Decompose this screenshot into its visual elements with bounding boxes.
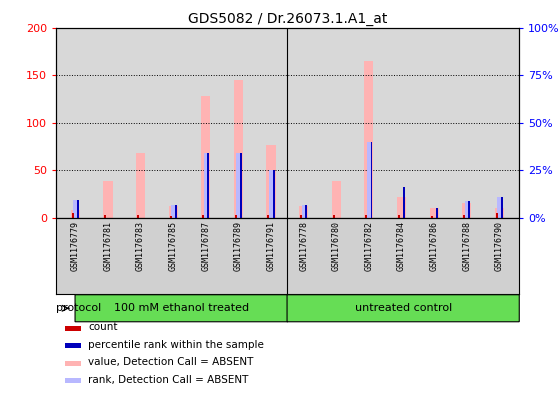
Bar bbox=[430, 208, 439, 218]
Bar bbox=[137, 215, 139, 218]
Text: GSM1176785: GSM1176785 bbox=[169, 221, 177, 271]
Bar bbox=[267, 215, 270, 218]
Bar bbox=[371, 141, 373, 218]
Bar bbox=[333, 215, 335, 218]
Bar bbox=[367, 141, 371, 218]
Bar bbox=[169, 206, 178, 218]
Bar bbox=[269, 170, 273, 218]
Bar bbox=[136, 153, 145, 218]
Bar bbox=[497, 196, 501, 218]
Bar bbox=[171, 205, 175, 218]
Text: GSM1176783: GSM1176783 bbox=[136, 221, 145, 271]
Bar bbox=[397, 196, 406, 218]
Text: GSM1176779: GSM1176779 bbox=[71, 221, 80, 271]
Bar bbox=[305, 205, 307, 218]
Text: GSM1176782: GSM1176782 bbox=[364, 221, 373, 271]
Text: protocol: protocol bbox=[56, 303, 102, 313]
Text: GSM1176789: GSM1176789 bbox=[234, 221, 243, 271]
Bar bbox=[77, 200, 79, 218]
Title: GDS5082 / Dr.26073.1.A1_at: GDS5082 / Dr.26073.1.A1_at bbox=[187, 13, 387, 26]
Bar bbox=[235, 215, 237, 218]
Text: GSM1176780: GSM1176780 bbox=[332, 221, 341, 271]
Bar bbox=[331, 182, 341, 218]
Text: GSM1176778: GSM1176778 bbox=[299, 221, 308, 271]
Text: GSM1176787: GSM1176787 bbox=[201, 221, 210, 271]
Bar bbox=[175, 205, 177, 218]
Bar bbox=[170, 216, 172, 218]
Bar bbox=[202, 215, 204, 218]
Bar bbox=[273, 170, 275, 218]
Bar bbox=[237, 153, 240, 218]
Bar bbox=[71, 210, 80, 218]
Bar bbox=[403, 187, 405, 218]
Text: count: count bbox=[88, 322, 118, 332]
Bar bbox=[468, 201, 470, 218]
Bar bbox=[65, 361, 81, 366]
Text: percentile rank within the sample: percentile rank within the sample bbox=[88, 340, 264, 350]
Bar bbox=[103, 182, 113, 218]
Bar bbox=[234, 80, 243, 218]
Bar bbox=[398, 215, 400, 218]
Bar bbox=[365, 215, 367, 218]
Bar bbox=[496, 213, 498, 218]
Text: GSM1176790: GSM1176790 bbox=[495, 221, 504, 271]
Bar bbox=[495, 208, 504, 218]
Bar bbox=[240, 153, 242, 218]
FancyBboxPatch shape bbox=[75, 295, 288, 322]
Bar bbox=[436, 208, 437, 218]
Bar bbox=[431, 216, 432, 218]
Text: GSM1176786: GSM1176786 bbox=[430, 221, 439, 271]
Bar bbox=[465, 201, 469, 218]
Text: value, Detection Call = ABSENT: value, Detection Call = ABSENT bbox=[88, 357, 253, 367]
Bar bbox=[501, 196, 503, 218]
Bar bbox=[65, 326, 81, 331]
Bar bbox=[204, 153, 208, 218]
Text: GSM1176791: GSM1176791 bbox=[267, 221, 276, 271]
Bar bbox=[463, 215, 465, 218]
Text: untreated control: untreated control bbox=[354, 303, 452, 313]
Bar bbox=[74, 200, 78, 218]
Bar bbox=[65, 378, 81, 383]
Bar bbox=[65, 343, 81, 349]
Bar bbox=[104, 215, 107, 218]
Text: 100 mM ethanol treated: 100 mM ethanol treated bbox=[114, 303, 249, 313]
Bar bbox=[208, 153, 209, 218]
Bar bbox=[72, 213, 74, 218]
Bar bbox=[299, 206, 308, 218]
FancyBboxPatch shape bbox=[287, 295, 519, 322]
Bar bbox=[364, 61, 373, 218]
Bar bbox=[302, 205, 306, 218]
Bar bbox=[462, 203, 472, 218]
Text: rank, Detection Call = ABSENT: rank, Detection Call = ABSENT bbox=[88, 375, 249, 384]
Bar bbox=[201, 96, 210, 218]
Text: GSM1176784: GSM1176784 bbox=[397, 221, 406, 271]
Bar bbox=[267, 145, 276, 218]
Text: GSM1176781: GSM1176781 bbox=[103, 221, 113, 271]
Bar bbox=[300, 215, 302, 218]
Text: GSM1176788: GSM1176788 bbox=[462, 221, 472, 271]
